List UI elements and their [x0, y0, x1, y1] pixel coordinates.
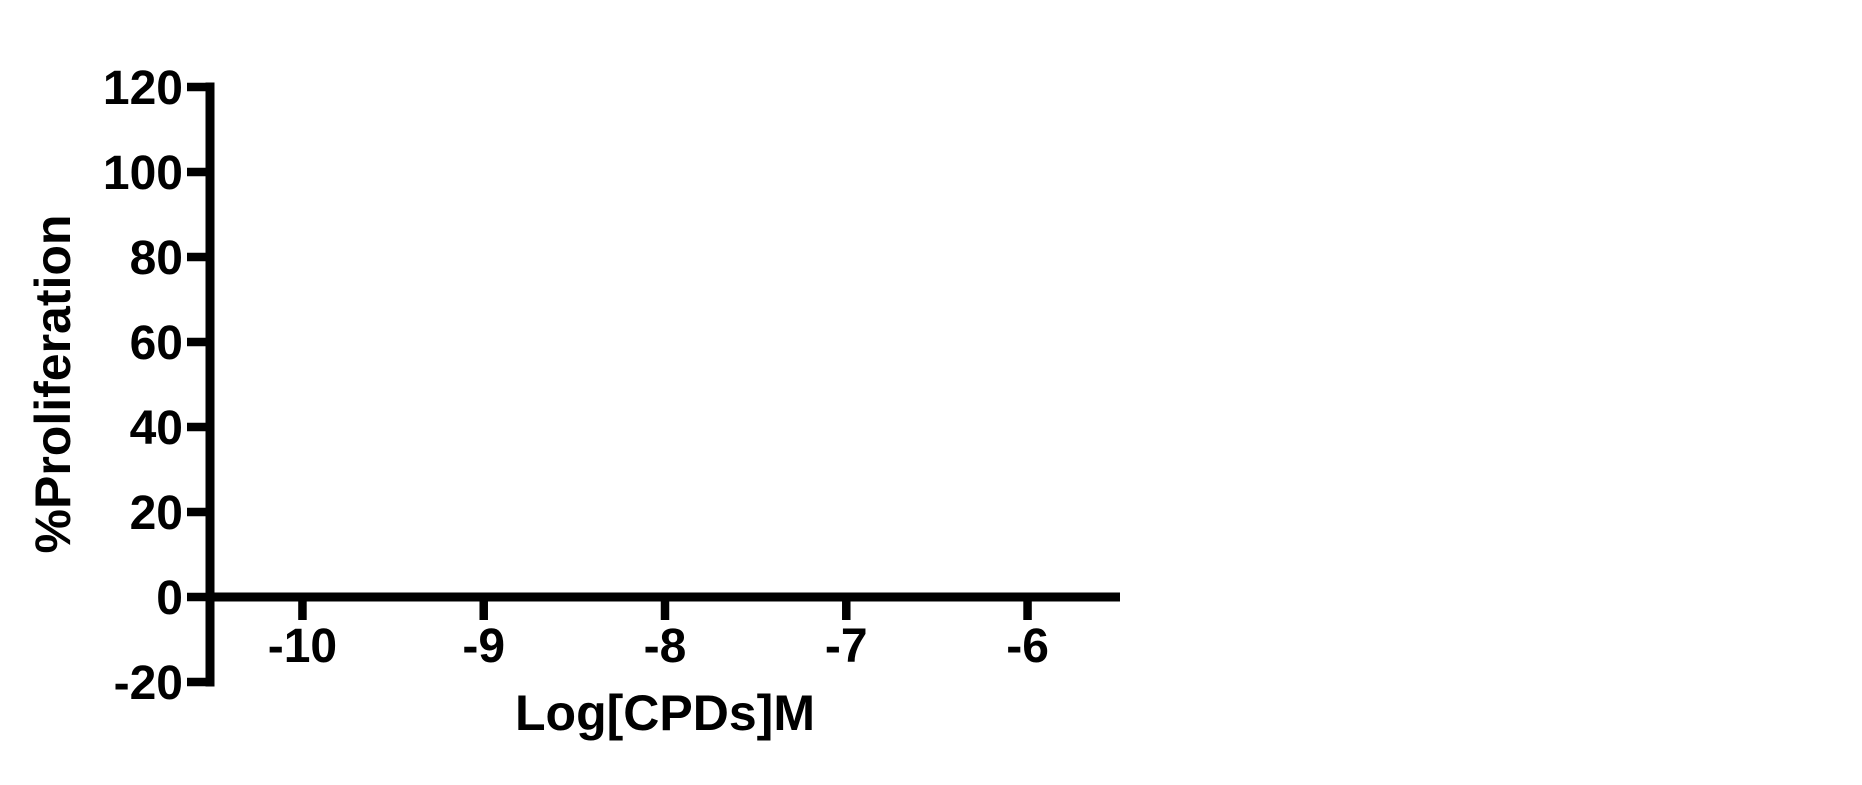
x-tick-label: -10 [268, 620, 337, 673]
y-tick-label: 40 [130, 402, 183, 455]
x-tick-label: -7 [825, 620, 868, 673]
x-tick-label: -8 [644, 620, 687, 673]
y-axis-title: %Proliferation [25, 215, 81, 554]
x-axis-title: Log[CPDs]M [515, 685, 815, 741]
y-tick-label: 80 [130, 232, 183, 285]
axes: -20 0 20 40 60 80 100 120 -10 -9 -8 -7 -6 [103, 62, 1120, 710]
y-tick-label: 120 [103, 62, 183, 115]
y-tick-label: 0 [156, 572, 183, 625]
x-tick-label: -6 [1006, 620, 1049, 673]
x-tick-label: -9 [462, 620, 505, 673]
y-tick-label: 60 [130, 317, 183, 370]
y-tick-label: 20 [130, 487, 183, 540]
y-tick-label: -20 [114, 657, 183, 710]
y-tick-label: 100 [103, 147, 183, 200]
